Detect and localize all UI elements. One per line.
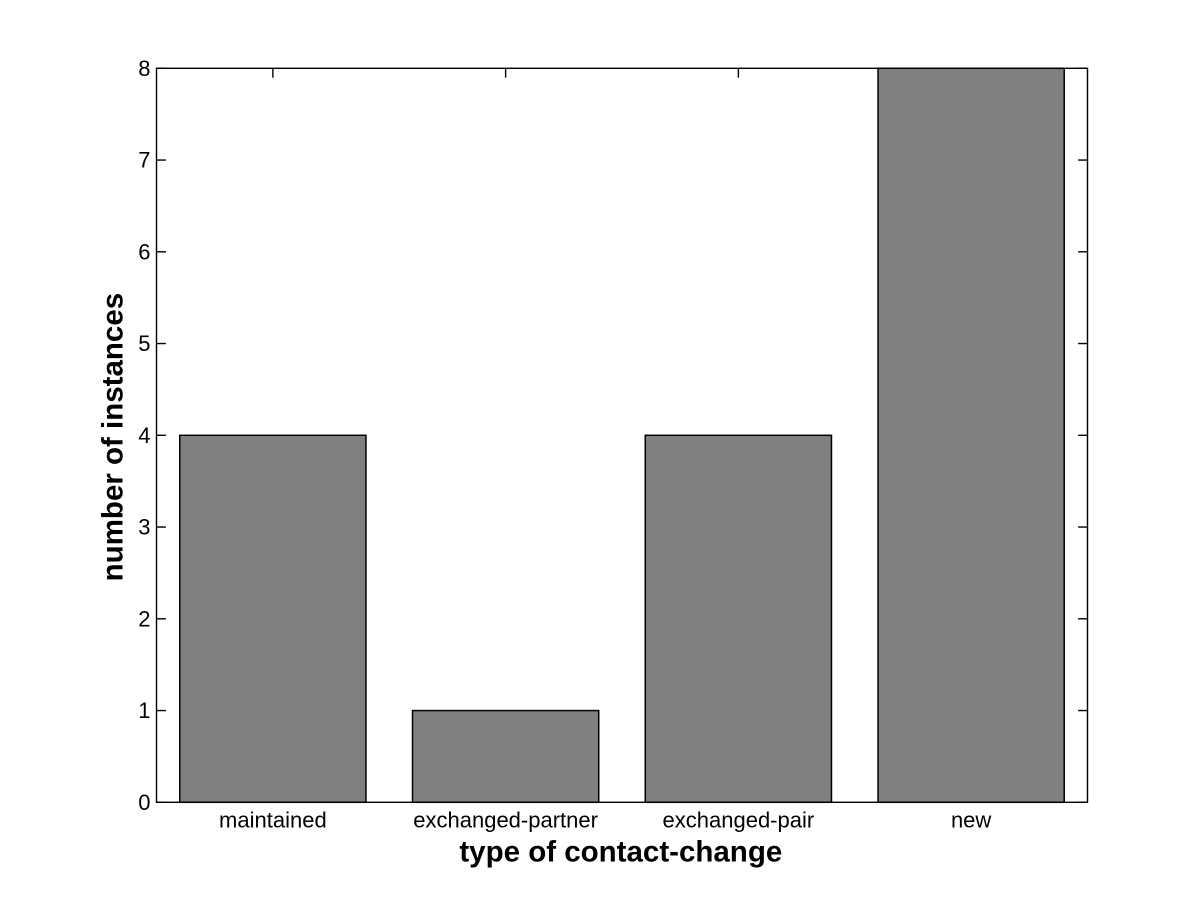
svg-text:0: 0 xyxy=(138,790,150,815)
svg-text:7: 7 xyxy=(138,148,150,173)
svg-text:2: 2 xyxy=(138,606,150,631)
svg-text:8: 8 xyxy=(138,56,150,81)
svg-text:number of instances: number of instances xyxy=(96,293,129,582)
svg-text:5: 5 xyxy=(138,331,150,356)
svg-text:4: 4 xyxy=(138,423,150,448)
svg-text:type of contact-change: type of contact-change xyxy=(459,836,782,869)
svg-text:exchanged-partner: exchanged-partner xyxy=(413,808,598,833)
svg-text:3: 3 xyxy=(138,515,150,540)
svg-text:maintained: maintained xyxy=(219,808,327,833)
svg-text:1: 1 xyxy=(138,698,150,723)
svg-text:exchanged-pair: exchanged-pair xyxy=(663,808,815,833)
svg-text:6: 6 xyxy=(138,239,150,264)
svg-text:new: new xyxy=(951,808,991,833)
